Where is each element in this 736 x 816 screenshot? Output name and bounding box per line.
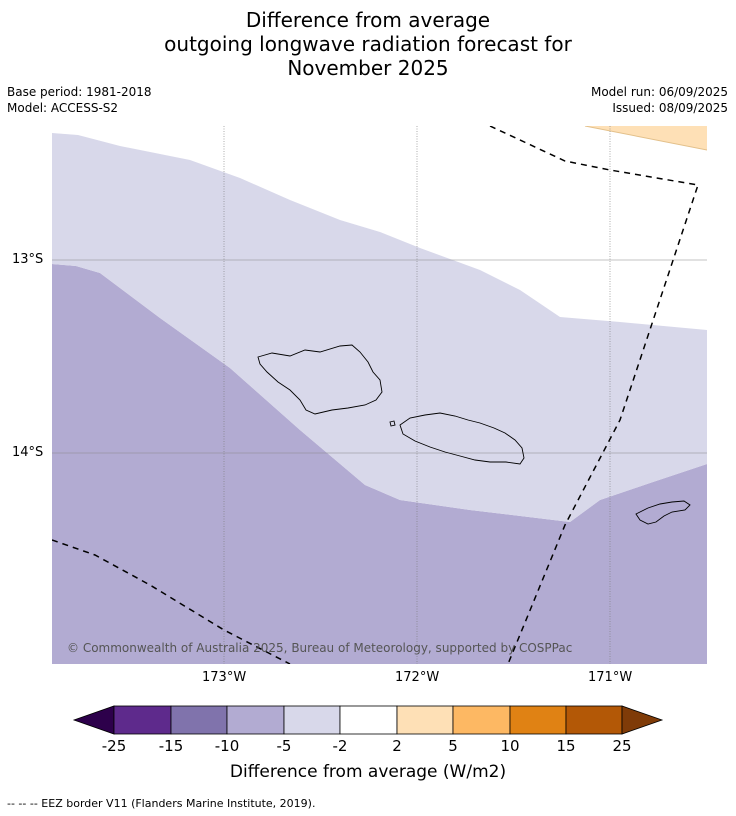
colorbar-tick: -5 bbox=[276, 737, 292, 755]
meta-left: Base period: 1981-2018 Model: ACCESS-S2 bbox=[7, 84, 152, 116]
colorbar-tick: -25 bbox=[101, 737, 127, 755]
colorbar-tick: 15 bbox=[556, 737, 576, 755]
title-line-3: November 2025 bbox=[287, 56, 449, 80]
base-period: Base period: 1981-2018 bbox=[7, 85, 152, 99]
colorbar-tick: -10 bbox=[214, 737, 240, 755]
island-manono bbox=[389, 420, 396, 427]
lon-label-173w: 173°W bbox=[202, 670, 247, 685]
lat-label-14s: 14°S bbox=[12, 445, 44, 460]
colorbar bbox=[72, 705, 664, 735]
lon-label-171w: 171°W bbox=[588, 670, 633, 685]
eez-border-upper bbox=[489, 126, 699, 664]
colorbar-tick: -2 bbox=[332, 737, 348, 755]
colorbar-bin-8 bbox=[509, 705, 567, 735]
colorbar-bin-5 bbox=[339, 705, 398, 735]
lat-label-13s: 13°S bbox=[12, 252, 44, 267]
lon-label-172w: 172°W bbox=[395, 670, 440, 685]
title-line-1: Difference from average bbox=[245, 8, 491, 32]
colorbar-tick: 5 bbox=[448, 737, 458, 755]
issued-date: Issued: 08/09/2025 bbox=[612, 101, 728, 115]
colorbar-bin-4 bbox=[283, 705, 341, 735]
colorbar-bin-9 bbox=[565, 705, 623, 735]
colorbar-tick: -15 bbox=[158, 737, 184, 755]
island-savaii bbox=[257, 344, 383, 415]
colorbar-tick: 2 bbox=[392, 737, 402, 755]
band-minus-10-minus-5 bbox=[52, 264, 707, 664]
colorbar-tick: 25 bbox=[612, 737, 632, 755]
colorbar-bin-3 bbox=[226, 705, 285, 735]
island-upolu bbox=[399, 412, 525, 465]
colorbar-bin-2 bbox=[170, 705, 228, 735]
colorbar-bin-1 bbox=[113, 705, 172, 735]
colorbar-high-extend bbox=[621, 705, 664, 735]
model-run: Model run: 06/09/2025 bbox=[590, 85, 728, 99]
colorbar-title: Difference from average (W/m2) bbox=[229, 762, 507, 782]
colorbar-low-extend bbox=[72, 705, 115, 735]
colorbar-bin-6 bbox=[396, 705, 454, 735]
colorbar-tick: 10 bbox=[500, 737, 520, 755]
copyright-notice: © Commonwealth of Australia 2025, Bureau… bbox=[67, 641, 573, 655]
chart-title: Difference from average outgoing longwav… bbox=[0, 8, 736, 80]
band-minus-5-minus-2 bbox=[52, 133, 707, 522]
model-name: Model: ACCESS-S2 bbox=[7, 101, 119, 115]
eez-footnote: -- -- -- EEZ border V11 (Flanders Marine… bbox=[7, 797, 316, 810]
colorbar-bin-7 bbox=[452, 705, 511, 735]
meta-right: Model run: 06/09/2025 Issued: 08/09/2025 bbox=[591, 84, 728, 116]
title-line-2: outgoing longwave radiation forecast for bbox=[164, 32, 572, 56]
island-tutuila bbox=[635, 500, 691, 525]
